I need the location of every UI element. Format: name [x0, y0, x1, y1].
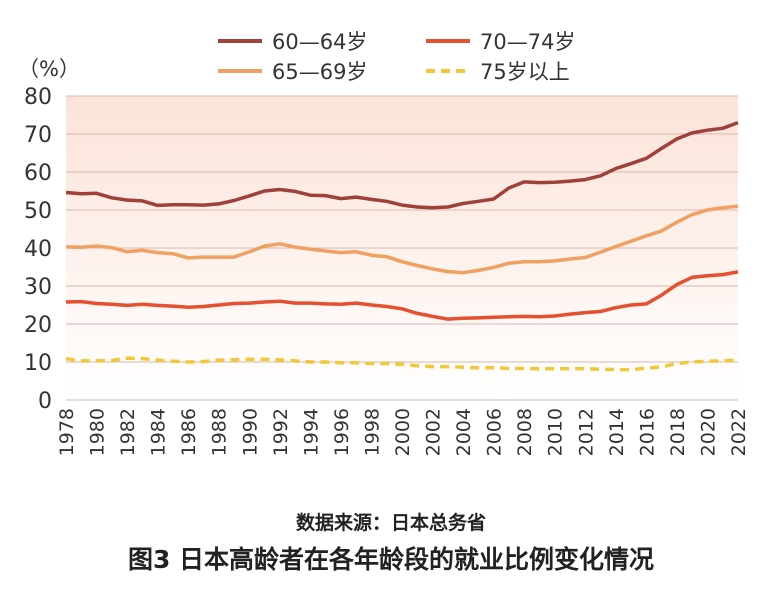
- legend-label: 60—64岁: [272, 30, 367, 54]
- x-tick-label: 2016: [636, 408, 658, 456]
- y-tick-label: 10: [24, 351, 52, 376]
- figure-caption: 图3 日本高龄者在各年龄段的就业比例变化情况: [127, 545, 655, 574]
- x-tick-label: 1984: [148, 408, 170, 456]
- y-tick-label: 50: [24, 199, 52, 224]
- x-tick-label: 1992: [270, 408, 292, 456]
- x-tick-label: 2022: [728, 408, 750, 456]
- x-tick-label: 2000: [392, 408, 414, 456]
- legend-label: 70—74岁: [480, 30, 575, 54]
- y-tick-label: 0: [38, 389, 52, 414]
- series-line-0: [65, 120, 739, 210]
- y-tick-label: 60: [24, 161, 52, 186]
- x-tick-label: 2020: [697, 408, 719, 456]
- x-tick-label: 2018: [667, 408, 689, 456]
- series-lines: [65, 120, 739, 372]
- x-tick-label: 2006: [484, 408, 506, 456]
- y-tick-label: 30: [24, 275, 52, 300]
- x-tick-label: 2014: [606, 408, 628, 456]
- series-line-3: [65, 356, 739, 372]
- source-note: 数据来源：日本总务省: [295, 512, 486, 534]
- y-tick-label: 80: [24, 85, 52, 110]
- y-axis-ticks: 0 10 20 30 40 50 60 70 80: [24, 85, 52, 414]
- x-tick-label: 1986: [178, 408, 200, 456]
- x-tick-label: 1982: [117, 408, 139, 456]
- series-line-1: [65, 270, 739, 321]
- x-tick-label: 1990: [239, 408, 261, 456]
- x-tick-label: 1980: [87, 408, 109, 456]
- y-tick-label: 20: [24, 313, 52, 338]
- x-tick-label: 1996: [331, 408, 353, 456]
- legend-label: 75岁以上: [480, 60, 570, 84]
- x-tick-label: 1978: [56, 408, 78, 456]
- x-tick-label: 2012: [575, 408, 597, 456]
- x-tick-label: 2002: [423, 408, 445, 456]
- x-tick-label: 2008: [514, 408, 536, 456]
- y-tick-label: 70: [24, 123, 52, 148]
- x-tick-label: 2010: [545, 408, 567, 456]
- series-line-2: [65, 204, 739, 275]
- x-tick-label: 1994: [300, 408, 322, 456]
- x-tick-label: 1998: [361, 408, 383, 456]
- x-tick-label: 1988: [209, 408, 231, 456]
- legend-label: 65—69岁: [272, 60, 367, 84]
- gridlines: [66, 95, 738, 401]
- x-tick-label: 2004: [453, 408, 475, 456]
- y-tick-label: 40: [24, 237, 52, 262]
- y-unit-label: （%）: [18, 57, 80, 81]
- legend: 60—64岁 70—74岁 65—69岁 75岁以上: [218, 30, 575, 84]
- x-axis-ticks: 1978 1980 1982 1984 1986 1988 1990 1992 1994 1996…: [56, 408, 750, 456]
